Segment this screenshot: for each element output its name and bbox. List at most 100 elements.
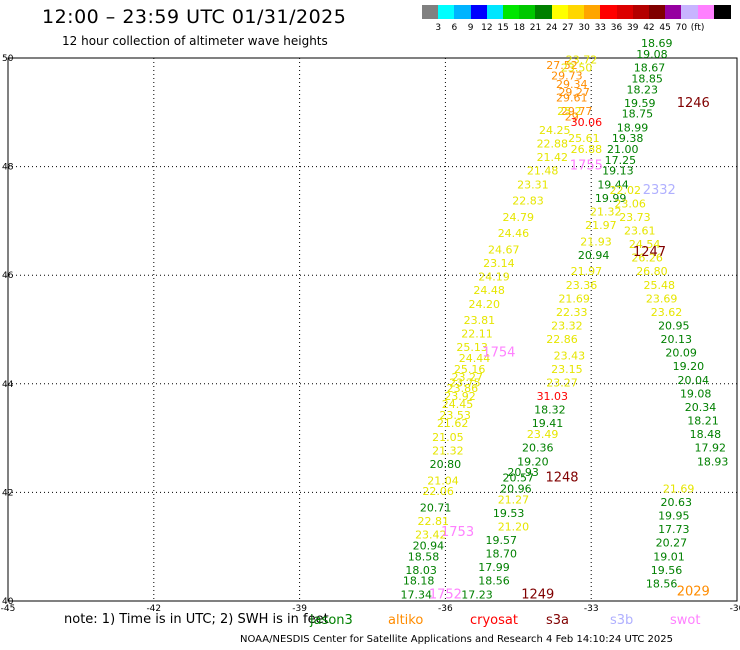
wave-height-label: 20.57 xyxy=(503,472,535,485)
wave-height-label: 23.43 xyxy=(554,349,586,362)
wave-height-label: 17.73 xyxy=(658,523,690,536)
wave-height-label: 26.88 xyxy=(571,143,603,156)
color-legend: 3 6 9 12 15 18 21 24 27 30 33 36 39 42 45 70 (ft) xyxy=(422,5,731,35)
wave-height-label: 23.36 xyxy=(566,279,598,292)
satellite-s3a: s3a xyxy=(546,613,570,628)
wave-height-label: 24.48 xyxy=(473,284,505,297)
wave-height-label: 17.25 xyxy=(605,154,637,167)
wave-height-label: 19.59 xyxy=(624,97,656,110)
wave-height-label: 18.67 xyxy=(634,62,666,75)
wave-height-label: 20.04 xyxy=(678,374,710,387)
x-tick-label: -45 xyxy=(1,604,16,614)
legend-swatch xyxy=(681,5,699,19)
wave-height-label: 21.93 xyxy=(580,235,612,248)
wave-height-label: 21.00 xyxy=(607,143,639,156)
wave-height-label: 20.95 xyxy=(658,320,690,333)
wave-height-label: 23.06 xyxy=(614,197,646,210)
wave-height-label: 18.32 xyxy=(534,404,566,417)
wave-height-label: 21.69 xyxy=(558,292,590,305)
legend-label: 70 xyxy=(675,23,688,33)
wave-height-label: 18.56 xyxy=(646,577,678,590)
wave-height-label: 20.13 xyxy=(661,333,693,346)
wave-height-label: 19.41 xyxy=(532,417,564,430)
wave-height-label: 24.44 xyxy=(459,352,491,365)
wave-height-label: 21.32 xyxy=(432,444,464,457)
pass-id-label: 1753 xyxy=(441,525,474,540)
y-tick-label: 50 xyxy=(2,54,14,64)
x-tick-label: -36 xyxy=(438,604,453,614)
wave-height-label: 19.53 xyxy=(493,507,525,520)
wave-height-label: 23.86 xyxy=(447,382,479,395)
wave-height-label: 23.15 xyxy=(551,363,583,376)
wave-height-label: 18.21 xyxy=(687,415,719,428)
chart-subtitle: 12 hour collection of altimeter wave hei… xyxy=(62,34,328,48)
pass-id-label: 2332 xyxy=(643,183,676,198)
wave-height-label: 17.92 xyxy=(695,442,727,455)
legend-label: 33 xyxy=(594,23,607,33)
y-tick-label: 44 xyxy=(2,380,14,390)
wave-height-label: 19.13 xyxy=(602,165,634,178)
wave-height-label: 22.02 xyxy=(609,184,641,197)
legend-label: 15 xyxy=(497,23,509,33)
legend-swatch xyxy=(486,5,504,19)
legend-swatch xyxy=(665,5,683,19)
wave-height-label: 19.57 xyxy=(486,534,518,547)
pass-id-label: 1248 xyxy=(545,471,578,486)
wave-height-label: 31.03 xyxy=(537,390,569,403)
wave-height-label: 19.56 xyxy=(651,564,683,577)
wave-height-label: 24.67 xyxy=(488,243,520,256)
satellite-swot: swot xyxy=(670,613,701,628)
wave-height-label: 18.48 xyxy=(690,428,722,441)
wave-height-label: 19.08 xyxy=(680,387,712,400)
legend-label: 9 xyxy=(467,23,474,33)
legend-swatch xyxy=(584,5,602,19)
x-tick-label: -33 xyxy=(584,604,599,614)
wave-height-label: 20.27 xyxy=(656,537,688,550)
satellite-jason3: jason3 xyxy=(310,613,353,628)
wave-height-label: 23.50 xyxy=(561,62,593,75)
credit-line: NOAA/NESDIS Center for Satellite Applica… xyxy=(240,634,673,645)
wave-height-label: 20.09 xyxy=(665,347,697,360)
wave-height-label: 19.01 xyxy=(653,550,685,563)
wave-height-label: 30.06 xyxy=(571,116,603,129)
wave-height-label: 21.48 xyxy=(527,165,559,178)
wave-height-label: 23.73 xyxy=(619,211,651,224)
legend-label: 39 xyxy=(627,23,639,33)
legend-swatch xyxy=(438,5,456,19)
wave-height-label: 23.53 xyxy=(439,409,471,422)
wave-height-label: 21.20 xyxy=(498,520,530,533)
wave-height-label: 23.62 xyxy=(651,306,683,319)
wave-height-label: 19.08 xyxy=(636,48,668,61)
pass-id-label: 1246 xyxy=(677,96,710,111)
legend-swatch xyxy=(422,5,439,19)
wave-height-label: 23.31 xyxy=(517,178,549,191)
wave-height-label: 20.80 xyxy=(430,458,462,471)
legend-label: 21 xyxy=(529,23,542,33)
wave-height-label: 21.42 xyxy=(537,151,569,164)
legend-swatch xyxy=(503,5,521,19)
satellite-cryosat: cryosat xyxy=(470,613,518,628)
wave-height-label: 22.86 xyxy=(546,333,578,346)
y-tick-label: 46 xyxy=(2,271,14,281)
wave-height-label: 18.69 xyxy=(641,37,673,50)
wave-height-label: 25.2 xyxy=(557,105,582,118)
wave-height-label: 22.83 xyxy=(512,195,544,208)
wave-height-label: 24.46 xyxy=(498,227,530,240)
wave-height-label: 18.85 xyxy=(631,72,663,85)
legend-swatch xyxy=(616,5,634,19)
wave-height-label: 20.96 xyxy=(500,482,532,495)
wave-height-label: 21.97 xyxy=(571,265,603,278)
x-tick-label: -30 xyxy=(730,604,740,614)
wave-height-label: 23.27 xyxy=(546,377,578,390)
wave-height-label: 22.11 xyxy=(461,328,493,341)
wave-height-label: 21.04 xyxy=(427,474,459,487)
wave-height-label: 19.95 xyxy=(658,510,690,523)
wave-height-label: 24.25 xyxy=(539,124,571,137)
x-tick-label: -42 xyxy=(146,604,161,614)
wave-height-label: 17.34 xyxy=(400,588,432,601)
wave-height-label: 22.06 xyxy=(422,485,454,498)
legend-swatch xyxy=(551,5,569,19)
wave-height-label: 19.44 xyxy=(597,178,629,191)
y-tick-label: 48 xyxy=(2,163,14,173)
wave-height-label: 24.19 xyxy=(478,271,510,284)
